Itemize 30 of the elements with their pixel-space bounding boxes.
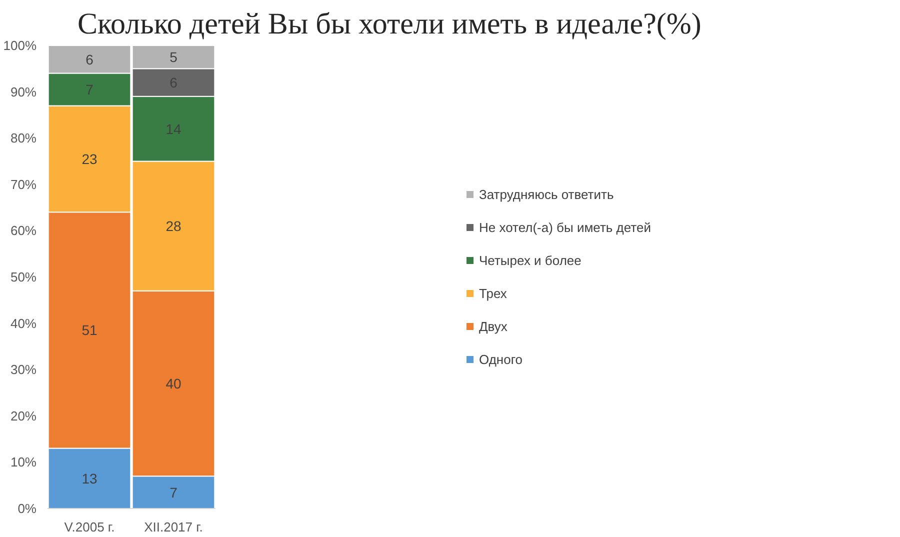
x-tick-label: V.2005 г.	[64, 520, 115, 534]
y-tick-label: 50%	[10, 270, 37, 284]
x-tick-label: XII.2017 г.	[144, 520, 203, 534]
data-label: 40	[166, 375, 182, 392]
legend-label: Трех	[479, 286, 507, 300]
y-tick-label: 100%	[3, 38, 37, 53]
legend-label: Двух	[479, 318, 508, 334]
y-tick-label: 60%	[10, 223, 37, 238]
data-label: 51	[82, 322, 98, 338]
data-label: 23	[82, 150, 98, 167]
legend-label: Не хотел(-а) бы иметь детей	[479, 220, 651, 234]
legend-label: Одного	[479, 352, 523, 366]
y-tick-label: 0%	[18, 501, 37, 516]
text: Сколько детей Вы бы хотели иметь в идеале?(%)	[78, 8, 702, 40]
data-label: 7	[86, 81, 94, 98]
data-label: 13	[82, 470, 98, 486]
y-tick-label: 40%	[10, 316, 37, 331]
y-tick-label: 10%	[10, 454, 37, 470]
legend-label: Четырех и более	[479, 252, 582, 268]
y-tick-label: 70%	[10, 176, 37, 192]
data-label: 14	[166, 120, 182, 137]
data-label: 7	[170, 484, 178, 500]
y-tick-label: 90%	[10, 84, 37, 100]
y-tick-label: 30%	[10, 362, 37, 378]
data-label: 5	[170, 49, 178, 66]
data-label: 6	[86, 51, 94, 68]
data-label: 28	[166, 218, 182, 234]
y-tick-label: 80%	[10, 130, 37, 146]
y-tick-label: 20%	[10, 408, 37, 424]
legend-label: Затрудняюсь ответить	[479, 186, 614, 202]
